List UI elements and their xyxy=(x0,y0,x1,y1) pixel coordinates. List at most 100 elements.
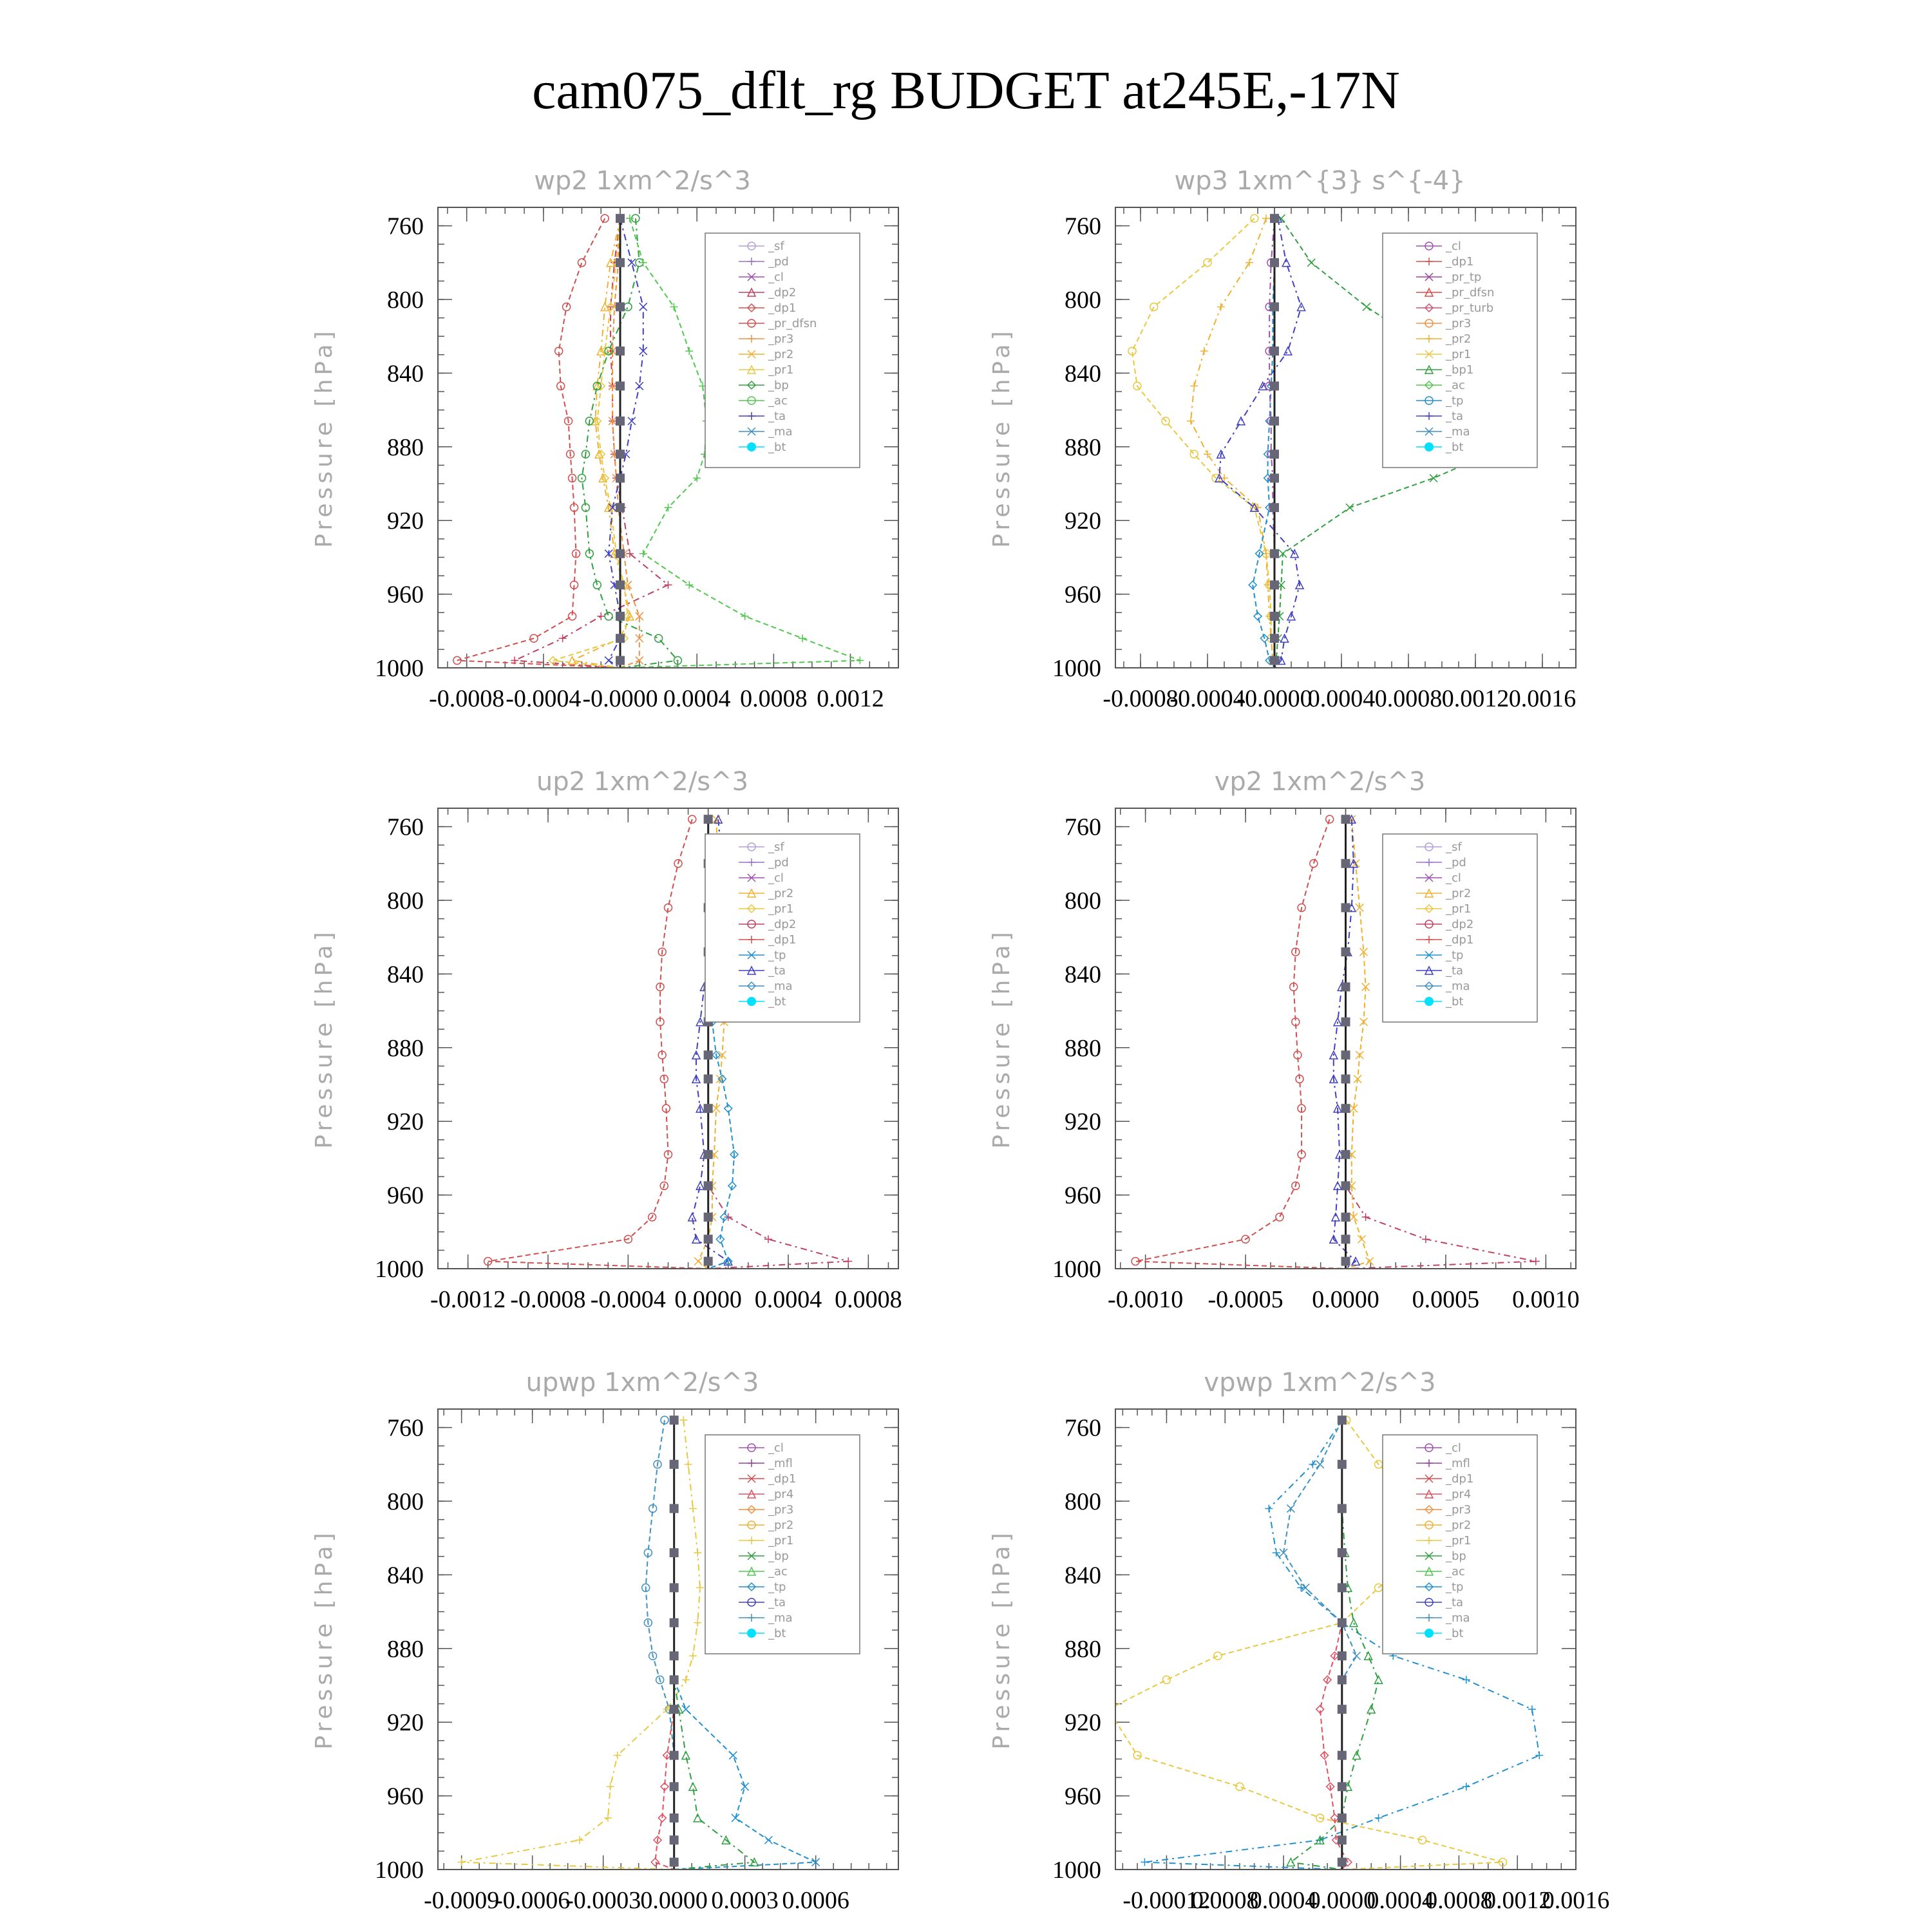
legend-label-wp2_pr2: _pr2 xyxy=(768,348,793,361)
point-upwp_bt-10 xyxy=(669,1782,679,1792)
x-tick-label-vpwp-1: 0.0008 xyxy=(1191,1887,1259,1914)
point-wp2_pr1-11 xyxy=(623,611,632,621)
point-wp3_bt-7 xyxy=(1270,473,1279,483)
legend-swatch-marker-up2_pr2 xyxy=(746,888,757,898)
point-vp2_ta-7 xyxy=(1329,1074,1339,1084)
point-upwp_tp-8 xyxy=(681,1705,690,1714)
legend-box-upwp xyxy=(705,1434,860,1654)
x-tick-label-upwp-4: 0.0003 xyxy=(711,1887,779,1914)
legend-swatch-marker-upwp_dp1 xyxy=(747,1474,756,1483)
point-wp2_bp-9 xyxy=(585,549,594,558)
y-tick-label-upwp-4: 920 xyxy=(387,1709,424,1736)
legend-swatch-marker-wp2_pd xyxy=(748,258,755,265)
series-group-vp2 xyxy=(1131,814,1540,1269)
legend-swatch-marker-wp2_pr1 xyxy=(746,365,757,374)
point-vpwp_tp-9 xyxy=(1535,1751,1544,1759)
point-wp3_bt-8 xyxy=(1270,503,1279,513)
point-wp2_pr2-13 xyxy=(567,655,577,665)
point-wp2_pr1-6 xyxy=(596,450,606,459)
legend-swatch-marker-vpwp_tp xyxy=(1424,1582,1434,1592)
y-tick-label-wp3-6: 1000 xyxy=(1052,655,1101,682)
x-tick-label-vp2-0: -0.0010 xyxy=(1108,1286,1183,1313)
point-wp3_bt-6 xyxy=(1270,450,1279,459)
point-wp2_dp1-3 xyxy=(554,346,564,355)
legend-swatch-marker-wp3_pr3 xyxy=(1425,319,1434,328)
x-tick-label-up2-4: 0.0004 xyxy=(755,1286,822,1313)
point-wp3_tp-9 xyxy=(1255,549,1264,558)
point-vp2_bt-12 xyxy=(1341,1235,1350,1244)
point-upwp_pr1-13 xyxy=(457,1858,466,1866)
point-wp2_ta-1 xyxy=(627,258,636,267)
series-line-vpwp_ma xyxy=(1282,1419,1358,1870)
legend-swatch-marker-vpwp_ta xyxy=(1425,1598,1434,1607)
point-wp2_bt-3 xyxy=(616,346,625,356)
point-vpwp_pr4-11 xyxy=(1330,1813,1340,1823)
y-tick-label-wp2-3: 880 xyxy=(387,434,424,461)
point-wp2_bp-2 xyxy=(623,302,632,312)
point-up2_dp1-5 xyxy=(656,1018,665,1027)
point-vp2_pr2-8 xyxy=(1349,1104,1358,1113)
legend-swatch-marker-up2_pr1 xyxy=(746,904,757,914)
point-vpwp_bp-12 xyxy=(1315,1835,1325,1844)
y-tick-label-vpwp-5: 960 xyxy=(1065,1783,1101,1810)
point-vp2_dp1-9 xyxy=(1297,1150,1306,1159)
legend-label-upwp_ma: _ma xyxy=(768,1611,793,1625)
legend-swatch-marker-wp2_dp1 xyxy=(746,303,757,313)
x-tick-label-wp2-1: -0.0004 xyxy=(506,685,581,712)
point-up2_bt-10 xyxy=(703,1181,713,1191)
legend-wp3: _cl _dp1_pr_tp _pr_dfsn _pr_turb _pr3 _pr2 _pr… xyxy=(1382,232,1538,468)
point-wp2_dp1-12 xyxy=(529,634,538,643)
point-vpwp_pr4-7 xyxy=(1323,1675,1332,1685)
x-tick-label-wp3-0: -0.0008 xyxy=(1103,685,1178,712)
point-wp3_bp1-8 xyxy=(1345,503,1354,512)
point-wp2_bt-2 xyxy=(616,302,625,312)
point-upwp_tp-9 xyxy=(728,1751,737,1760)
point-wp2_ac-7 xyxy=(693,474,701,482)
point-vpwp_bp-9 xyxy=(1352,1750,1361,1760)
legend-label-upwp_tp: _tp xyxy=(768,1580,786,1594)
point-wp2_pr1-2 xyxy=(606,302,616,312)
legend-label-vpwp_bt: _bt xyxy=(1445,1627,1463,1640)
legend-swatch-marker-upwp_mfl xyxy=(748,1459,755,1467)
legend-swatch-marker-wp3_ma xyxy=(1425,427,1434,436)
legend-label-wp2_sf: _sf xyxy=(768,240,784,253)
point-vpwp_pr1-7 xyxy=(1162,1675,1171,1685)
x-tick-label-upwp-5: 0.0006 xyxy=(782,1887,849,1914)
y-axis-label-vpwp: Pressure [hPa] xyxy=(989,1529,1015,1749)
legend-label-upwp_bt: _bt xyxy=(768,1627,786,1640)
legend-swatch-marker-vpwp_pr4 xyxy=(1424,1489,1434,1499)
point-wp3_ta-1 xyxy=(1281,258,1291,267)
point-vpwp_pr1-6 xyxy=(1213,1651,1222,1660)
point-vpwp_pr1-13 xyxy=(1498,1857,1508,1867)
legend-swatch-marker-up2_ma xyxy=(746,981,757,991)
point-vpwp_ma-3 xyxy=(1279,1548,1288,1557)
legend-label-vpwp_pr3: _pr3 xyxy=(1445,1503,1471,1517)
point-wp2_bt-7 xyxy=(616,473,625,483)
legend-swatch-marker-up2_bt xyxy=(747,997,756,1006)
point-vp2_dp1-1 xyxy=(1309,859,1318,868)
point-vpwp_pr4-9 xyxy=(1320,1750,1329,1760)
legend-swatch-marker-wp3_tp xyxy=(1425,396,1434,405)
point-wp2_bp-3 xyxy=(604,346,613,355)
series-line-wp2_bp xyxy=(581,218,679,668)
legend-label-vp2_sf: _sf xyxy=(1445,840,1462,854)
y-tick-label-vp2-2: 840 xyxy=(1065,961,1101,988)
legend-swatch-marker-wp3_pr2 xyxy=(1425,335,1433,343)
point-wp3_ta-3 xyxy=(1283,346,1293,355)
legend-label-wp3_cl: _cl xyxy=(1445,240,1461,253)
point-vpwp_bt-6 xyxy=(1337,1651,1347,1661)
legend-label-wp3_dp1: _dp1 xyxy=(1445,255,1473,269)
legend-label-vpwp_pr4: _pr4 xyxy=(1445,1488,1471,1501)
point-wp3_pr2-4 xyxy=(1190,382,1198,390)
point-vpwp_pr1-11 xyxy=(1316,1814,1325,1823)
point-vpwp_ma-1 xyxy=(1316,1460,1325,1469)
point-upwp_tp-11 xyxy=(731,1814,740,1823)
legend-label-up2_ta: _ta xyxy=(768,964,786,978)
y-tick-label-upwp-0: 760 xyxy=(387,1415,424,1442)
y-tick-label-wp2-0: 760 xyxy=(387,213,424,240)
point-vp2_dp1-5 xyxy=(1291,1018,1300,1027)
point-wp2_bt-12 xyxy=(616,634,625,643)
point-upwp_pr1-11 xyxy=(604,1814,612,1822)
legend-label-wp2_bp: _bp xyxy=(768,379,789,392)
legend-swatch-marker-upwp_pr2 xyxy=(747,1520,756,1530)
